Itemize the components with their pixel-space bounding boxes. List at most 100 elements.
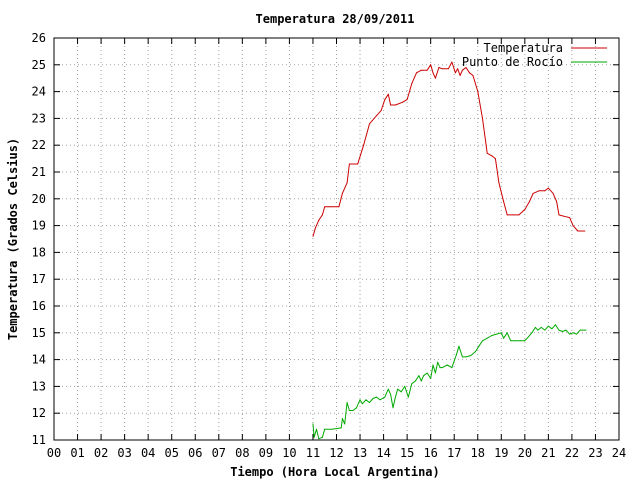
- data-point: [482, 117, 483, 119]
- y-tick-label: 12: [32, 406, 46, 420]
- data-point: [563, 215, 565, 217]
- data-point: [400, 391, 402, 393]
- data-point: [569, 333, 571, 335]
- x-tick-label: 21: [541, 446, 555, 460]
- x-tick-label: 10: [282, 446, 296, 460]
- data-point: [387, 388, 389, 390]
- x-tick-label: 24: [612, 446, 626, 460]
- data-point: [401, 101, 403, 103]
- data-point: [328, 206, 330, 208]
- data-point: [434, 77, 436, 79]
- data-point: [451, 367, 453, 369]
- legend-label: Punto de Rocío: [462, 55, 563, 69]
- data-point: [426, 69, 428, 71]
- y-tick-label: 18: [32, 245, 46, 259]
- legend-label: Temperatura: [484, 41, 563, 55]
- data-point: [532, 192, 534, 194]
- data-point: [387, 93, 389, 95]
- data-point: [579, 329, 581, 331]
- data-point: [376, 396, 377, 398]
- data-point: [503, 201, 505, 202]
- data-point: [470, 355, 472, 357]
- data-point: [514, 340, 516, 342]
- y-tick-label: 21: [32, 165, 46, 179]
- data-point: [565, 329, 567, 331]
- data-point: [556, 201, 558, 202]
- data-point: [441, 367, 443, 369]
- data-point: [418, 375, 420, 377]
- x-tick-label: 04: [141, 446, 155, 460]
- data-point: [407, 396, 409, 398]
- data-point: [361, 403, 363, 405]
- data-point: [314, 227, 316, 229]
- data-point: [451, 61, 453, 63]
- x-tick-label: 09: [259, 446, 273, 460]
- x-tick-label: 08: [235, 446, 249, 460]
- x-tick-label: 11: [306, 446, 320, 460]
- data-point: [397, 388, 399, 390]
- data-point: [438, 67, 440, 68]
- data-point: [411, 383, 413, 385]
- data-point: [500, 332, 502, 334]
- data-point: [494, 158, 496, 160]
- data-point: [519, 340, 521, 342]
- y-tick-label: 25: [32, 58, 46, 72]
- y-tick-label: 13: [32, 379, 46, 393]
- data-point: [572, 332, 574, 334]
- data-point: [331, 428, 333, 430]
- data-point: [558, 214, 560, 216]
- data-point: [527, 336, 529, 338]
- series-line-punto-de-rocio: [312, 324, 586, 440]
- data-point: [531, 332, 533, 334]
- data-point: [506, 332, 508, 334]
- y-tick-label: 22: [32, 138, 46, 152]
- data-point: [496, 333, 498, 335]
- data-point: [585, 329, 587, 331]
- data-point: [454, 72, 456, 74]
- data-point: [439, 367, 441, 369]
- data-point: [338, 206, 340, 208]
- data-point: [461, 356, 463, 358]
- data-point: [318, 219, 320, 221]
- data-point: [390, 393, 392, 395]
- data-point: [341, 418, 343, 420]
- data-point: [372, 398, 374, 399]
- data-point: [363, 144, 365, 146]
- data-point: [512, 214, 514, 216]
- data-point: [312, 235, 314, 237]
- data-point: [411, 83, 413, 85]
- y-tick-label: 24: [32, 85, 46, 99]
- x-tick-label: 05: [164, 446, 178, 460]
- data-point: [390, 104, 392, 106]
- data-point: [414, 380, 416, 382]
- data-point: [478, 345, 480, 347]
- data-point: [324, 428, 326, 430]
- data-point: [348, 410, 350, 411]
- axes: 00 01 02 03 04 05 06 07 08 09 10 11 12 13 14 15 16 17 18 19…: [32, 31, 627, 460]
- data-point: [472, 75, 474, 76]
- data-point: [503, 337, 505, 339]
- y-tick-label: 11: [32, 433, 46, 447]
- data-point: [312, 423, 314, 425]
- y-tick-label: 16: [32, 299, 46, 313]
- data-point: [384, 396, 386, 398]
- data-point: [547, 187, 549, 189]
- data-point: [510, 340, 512, 342]
- data-point: [348, 163, 350, 165]
- x-tick-label: 06: [188, 446, 202, 460]
- data-point: [465, 67, 467, 68]
- x-tick-label: 16: [423, 446, 437, 460]
- data-point: [344, 423, 346, 425]
- data-point: [453, 360, 455, 362]
- x-tick-label: 12: [329, 446, 343, 460]
- data-point: [316, 428, 317, 430]
- x-tick-label: 17: [447, 446, 461, 460]
- data-point: [486, 152, 488, 154]
- data-point: [313, 436, 315, 438]
- x-axis-label: Tiempo (Hora Local Argentina): [230, 465, 440, 479]
- data-point: [365, 399, 367, 401]
- y-tick-label: 26: [32, 31, 46, 45]
- data-point: [491, 155, 493, 157]
